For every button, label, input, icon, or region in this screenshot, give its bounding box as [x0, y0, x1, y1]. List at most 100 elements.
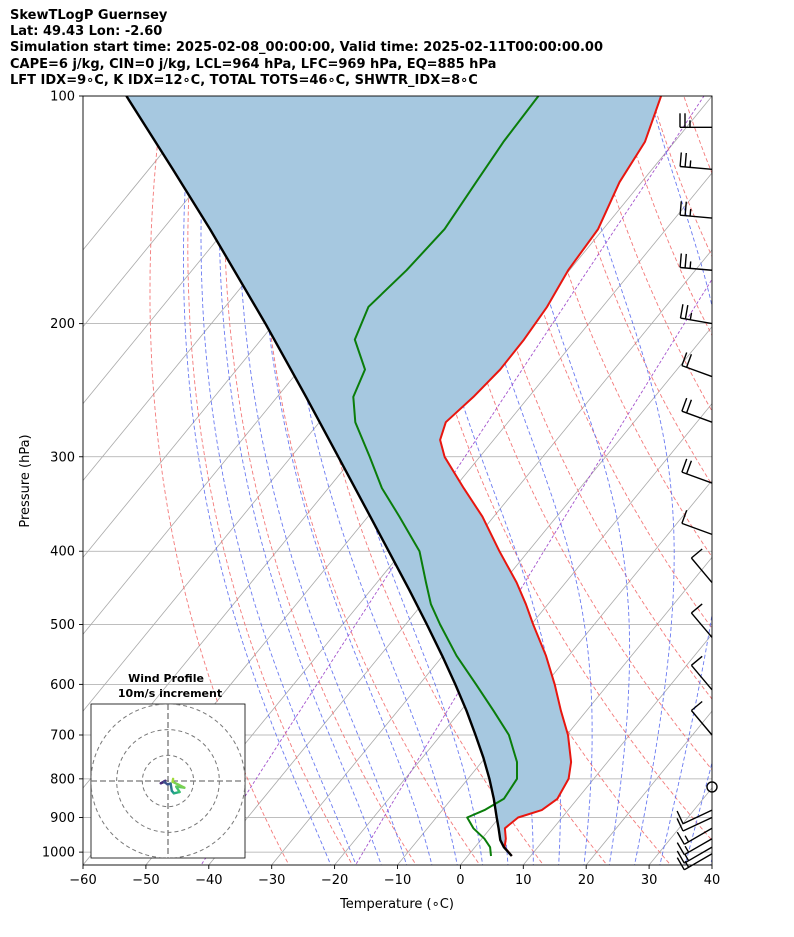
barb-feather: [689, 312, 693, 320]
moist-adiabat: [565, 96, 675, 865]
barb-staff: [683, 827, 713, 845]
dry-adiabat: [422, 96, 712, 771]
y-tick-label: 600: [50, 678, 75, 693]
barb-feather: [681, 510, 688, 524]
barb-feather: [690, 548, 703, 559]
wind-profile-hodograph: Wind Profile 10m/s increment: [90, 672, 246, 859]
x-tick-label: 10: [515, 873, 532, 888]
barb-feather: [690, 655, 703, 666]
location-coords: Lat: 49.43 Lon: -2.60: [10, 24, 163, 40]
barb-feather: [676, 818, 684, 832]
barb-feather: [684, 854, 690, 862]
dry-adiabat: [585, 96, 712, 412]
wind-barb: [690, 603, 713, 638]
calm-wind-circle: [706, 781, 718, 793]
y-tick-label: 400: [50, 545, 75, 560]
barb-feather: [679, 253, 682, 268]
barb-feather: [690, 700, 703, 712]
isotherm: [208, 249, 712, 865]
barb-staff: [690, 557, 713, 583]
wind-barb: [676, 827, 713, 845]
y-tick-label: 200: [50, 317, 75, 332]
moist-adiabat: [183, 96, 332, 865]
barb-feather: [684, 253, 687, 268]
simulation-time: Simulation start time: 2025-02-08_00:00:…: [10, 40, 603, 56]
chart-header: SkewTLogP Guernsey Lat: 49.43 Lon: -2.60…: [10, 8, 603, 89]
chart-title: SkewTLogP Guernsey: [10, 8, 168, 23]
wind-barb: [679, 152, 713, 170]
wind-barb: [690, 700, 713, 736]
wind-barb: [676, 809, 713, 825]
barb-feather: [679, 152, 682, 167]
barb-staff: [682, 816, 713, 832]
hodograph-segment: [169, 782, 174, 792]
x-tick-label: 40: [704, 873, 721, 888]
moist-adiabat: [684, 760, 712, 865]
y-tick-label: 1000: [42, 846, 75, 861]
barb-feather: [689, 261, 692, 269]
barb-staff: [690, 612, 713, 638]
barb-staff: [683, 846, 713, 864]
dry-adiabat: [683, 96, 712, 175]
barb-feather: [676, 831, 685, 845]
isotherm: [83, 96, 210, 251]
wind-barb: [676, 853, 713, 871]
y-axis-label: Pressure (hPa): [18, 434, 33, 527]
dry-adiabat: [618, 96, 712, 337]
barb-staff: [683, 853, 713, 871]
moist-adiabat: [649, 96, 712, 865]
x-tick-label: −60: [69, 873, 96, 888]
isotherm: [585, 710, 712, 865]
barb-staff: [681, 471, 713, 484]
isotherm: [83, 96, 273, 328]
moist-adiabat: [280, 96, 458, 865]
isotherm: [648, 787, 712, 865]
isotherm: [760, 79, 794, 883]
y-tick-label: 900: [50, 811, 75, 826]
wind-barb: [679, 304, 713, 325]
cape-shading: [126, 96, 662, 856]
barb-feather: [689, 160, 692, 168]
temperature-line: [439, 96, 663, 857]
moist-adiabat: [735, 83, 794, 869]
y-tick-label: 700: [50, 728, 75, 743]
barb-feather: [681, 352, 688, 366]
wind-barb: [676, 816, 713, 832]
dry-adiabat: [650, 96, 712, 258]
x-tick-label: 20: [578, 873, 595, 888]
x-tick-label: 30: [641, 873, 658, 888]
barb-feather: [679, 201, 682, 216]
dry-adiabat: [782, 96, 794, 868]
dewpoint-line: [352, 96, 540, 857]
moist-adiabat: [444, 96, 593, 865]
barb-feather: [681, 397, 688, 412]
wind-barbs: [676, 113, 718, 871]
wind-barb: [690, 548, 713, 583]
wind-barb: [681, 510, 713, 536]
wind-barb: [679, 113, 713, 129]
hodograph-ring: [141, 754, 195, 808]
barb-staff: [690, 664, 713, 691]
barb-feather: [685, 399, 693, 414]
barb-feather: [676, 842, 685, 856]
hodograph-subtitle: 10m/s increment: [118, 687, 222, 700]
y-tick-label: 800: [50, 772, 75, 787]
y-tick-label: 500: [50, 618, 75, 633]
dry-adiabat: [488, 96, 712, 630]
stability-indices: LFT IDX=9∘C, K IDX=12∘C, TOTAL TOTS=46∘C…: [10, 72, 478, 88]
x-tick-label: −20: [321, 873, 348, 888]
axes: −60 −50 −40 −30 −20 −10 0 10 20 30 40 1000 900 800 700…: [42, 90, 720, 889]
x-tick-label: −30: [258, 873, 285, 888]
barb-staff: [681, 364, 713, 378]
dry-adiabat: [520, 96, 712, 558]
moist-adiabat: [498, 96, 631, 865]
x-tick-label: 0: [456, 873, 464, 888]
dry-adiabat: [749, 96, 794, 868]
dry-adiabat: [716, 96, 794, 868]
y-tick-label: 100: [50, 90, 75, 105]
barb-staff: [682, 809, 713, 825]
barb-staff: [690, 710, 713, 736]
parcel-line: [125, 96, 513, 857]
wind-barb: [679, 201, 713, 219]
